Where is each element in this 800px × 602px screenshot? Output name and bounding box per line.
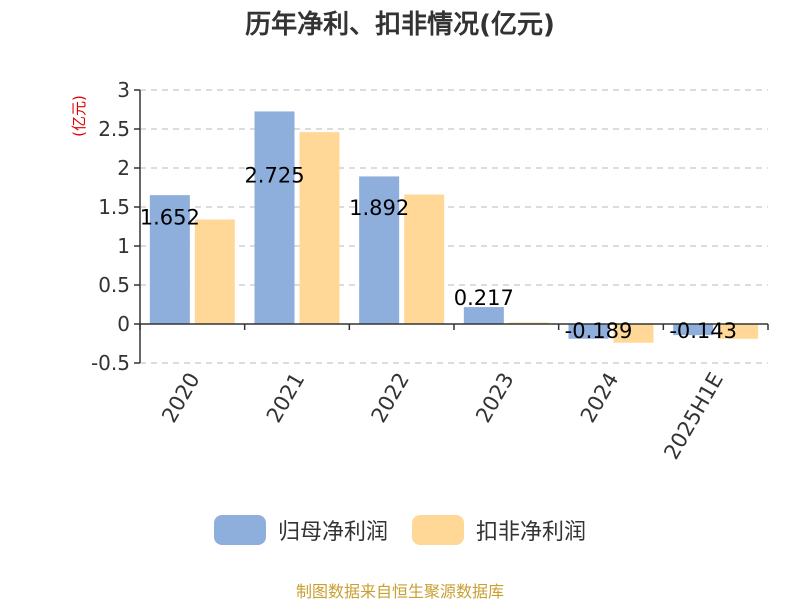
x-tick-label: 2025H1E — [659, 369, 728, 464]
legend-swatch-series-2 — [412, 515, 464, 545]
bar-series2-2023 — [508, 322, 549, 324]
y-tick-label: 2 — [117, 156, 130, 180]
bar-series1-2020 — [149, 195, 190, 324]
x-tick-label: 2021 — [262, 369, 310, 427]
y-tick-label: 0 — [117, 312, 130, 336]
y-tick-label: -0.5 — [91, 351, 130, 375]
grid-lines — [140, 89, 768, 364]
chart-title: 历年净利、扣非情况(亿元) — [245, 10, 555, 40]
bar-series2-2024 — [613, 324, 654, 343]
y-tick-label: 0.5 — [98, 273, 130, 297]
axes — [134, 89, 769, 364]
x-tick-label: 2022 — [366, 369, 414, 427]
bar-series1-2023 — [463, 307, 504, 324]
bar-series1-2021 — [254, 111, 295, 324]
y-tick-label: 3 — [117, 78, 130, 102]
y-axis-unit-label: (亿元) — [70, 95, 88, 137]
source-note: 制图数据来自恒生聚源数据库 — [295, 582, 504, 601]
y-tick-label: 2.5 — [98, 117, 130, 141]
bar-series1-2025H1E — [673, 324, 714, 336]
x-tick-label: 2020 — [157, 369, 205, 427]
x-tick-label: 2023 — [471, 369, 519, 427]
data-label-2025H1E: -0.143 — [669, 319, 737, 343]
bar-series1-2024 — [568, 324, 609, 339]
legend-item-series-1[interactable]: 归母净利润 — [213, 514, 388, 546]
data-label-2024: -0.189 — [565, 319, 633, 343]
bar-series2-2022 — [404, 194, 445, 324]
data-label-2020: 1.652 — [140, 205, 200, 229]
x-tick-label: 2024 — [576, 369, 624, 427]
legend: 归母净利润 扣非净利润 — [0, 514, 800, 546]
legend-swatch-series-1 — [213, 515, 266, 545]
data-label-2023: 0.217 — [454, 286, 514, 310]
legend-label-series-1: 归母净利润 — [277, 520, 388, 545]
data-label-2022: 1.892 — [349, 196, 409, 220]
bar-series2-2021 — [299, 132, 340, 324]
legend-label-series-2: 扣非净利润 — [476, 520, 587, 545]
bar-series2-2025H1E — [718, 324, 759, 339]
legend-item-series-2[interactable]: 扣非净利润 — [412, 514, 586, 546]
bars — [149, 111, 759, 343]
bar-series1-2022 — [359, 176, 400, 324]
bar-series2-2020 — [194, 219, 235, 324]
y-tick-label: 1 — [117, 234, 130, 258]
data-label-2021: 2.725 — [244, 164, 304, 188]
y-tick-label: 1.5 — [98, 195, 130, 219]
